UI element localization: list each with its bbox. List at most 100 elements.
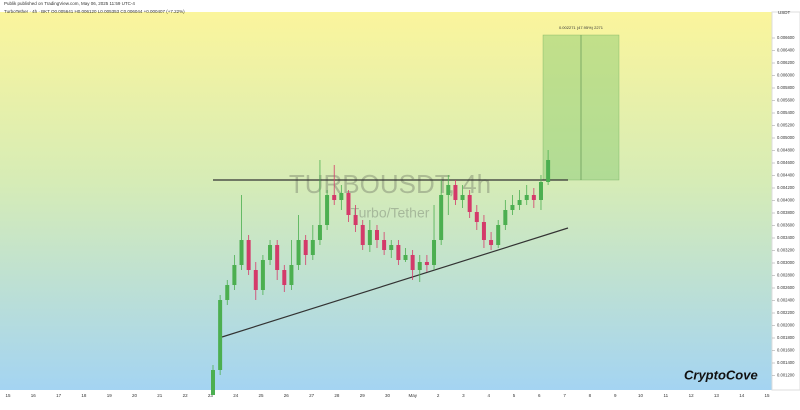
y-tick-label: 0.004800 bbox=[777, 148, 795, 153]
y-tick-label: 0.005800 bbox=[777, 85, 795, 90]
x-tick-label: May bbox=[409, 393, 418, 398]
candle-body bbox=[481, 222, 486, 240]
watermark-pair: Turbo/Tether bbox=[351, 205, 430, 221]
x-tick-label: 20 bbox=[132, 393, 138, 398]
candle-body bbox=[439, 195, 444, 240]
candle-body bbox=[517, 200, 522, 205]
candle-body bbox=[389, 245, 394, 250]
candle-body bbox=[332, 195, 337, 200]
y-tick-label: 0.005600 bbox=[777, 98, 795, 103]
y-tick-label: 0.005000 bbox=[777, 135, 795, 140]
x-tick-label: 30 bbox=[385, 393, 391, 398]
x-tick-label: 18 bbox=[81, 393, 87, 398]
y-tick-label: 0.005200 bbox=[777, 123, 795, 128]
published-note: Publik published on TradingView.com, May… bbox=[4, 1, 135, 6]
x-tick-label: 16 bbox=[31, 393, 37, 398]
candle-body bbox=[410, 255, 415, 270]
y-tick-label: 0.003200 bbox=[777, 248, 795, 253]
x-tick-label: 8 bbox=[589, 393, 592, 398]
price-axis bbox=[771, 11, 800, 391]
candle-body bbox=[317, 225, 322, 240]
symbol-line: TurboTether · 4h · BKT O0.005641 H0.0061… bbox=[4, 9, 185, 14]
x-tick-label: 5 bbox=[513, 393, 516, 398]
y-tick-label: 0.004600 bbox=[777, 160, 795, 165]
y-tick-label: 0.003000 bbox=[777, 260, 795, 265]
candle-body bbox=[218, 300, 223, 370]
candle-body bbox=[260, 260, 265, 290]
y-tick-label: 0.004200 bbox=[777, 185, 795, 190]
candle-body bbox=[524, 195, 529, 200]
candle-body bbox=[474, 212, 479, 222]
candle-body bbox=[496, 225, 501, 245]
logo: CryptoCove bbox=[684, 367, 758, 382]
candle-body bbox=[289, 265, 294, 285]
x-tick-label: 26 bbox=[284, 393, 290, 398]
x-tick-label: 19 bbox=[107, 393, 113, 398]
y-tick-label: 0.002200 bbox=[777, 310, 795, 315]
currency: USDT bbox=[778, 10, 791, 15]
candle-body bbox=[538, 182, 543, 200]
x-tick-label: 11 bbox=[663, 393, 668, 398]
y-tick-label: 0.003600 bbox=[777, 223, 795, 228]
candle-body bbox=[360, 225, 365, 245]
candle-body bbox=[453, 185, 458, 200]
candle-body bbox=[325, 195, 330, 225]
candle-body bbox=[211, 370, 215, 395]
x-tick-label: 21 bbox=[157, 393, 163, 398]
candle-body bbox=[296, 240, 301, 265]
y-tick-label: 0.001800 bbox=[777, 335, 795, 340]
x-tick-label: 22 bbox=[183, 393, 189, 398]
x-tick-label: 13 bbox=[714, 393, 720, 398]
x-tick-label: 28 bbox=[334, 393, 340, 398]
x-tick-label: 4 bbox=[487, 393, 490, 398]
candle-body bbox=[374, 230, 379, 240]
candle-body bbox=[467, 195, 472, 212]
y-tick-label: 0.006200 bbox=[777, 60, 795, 65]
candle-body bbox=[503, 210, 508, 225]
candle-body bbox=[367, 230, 372, 245]
candle-body bbox=[253, 270, 258, 290]
x-tick-label: 24 bbox=[233, 393, 239, 398]
candle-body bbox=[417, 262, 422, 270]
x-tick-label: 14 bbox=[739, 393, 745, 398]
candle-body bbox=[339, 193, 344, 200]
y-tick-label: 0.002000 bbox=[777, 323, 795, 328]
y-tick-label: 0.002600 bbox=[777, 285, 795, 290]
x-tick-label: 6 bbox=[538, 393, 541, 398]
x-tick-label: 2 bbox=[437, 393, 440, 398]
candle-body bbox=[225, 285, 230, 300]
candle-body bbox=[232, 265, 237, 285]
plot-background bbox=[0, 12, 772, 390]
x-tick-label: 10 bbox=[638, 393, 644, 398]
x-tick-label: 27 bbox=[309, 393, 315, 398]
y-tick-label: 0.003800 bbox=[777, 210, 795, 215]
y-tick-label: 0.001600 bbox=[777, 348, 795, 353]
candle-body bbox=[282, 270, 287, 285]
candle-body bbox=[446, 185, 451, 195]
x-tick-label: 7 bbox=[563, 393, 566, 398]
x-tick-label: 25 bbox=[258, 393, 264, 398]
candle-body bbox=[510, 205, 515, 210]
candle-body bbox=[353, 215, 358, 225]
x-tick-label: 15 bbox=[764, 393, 770, 398]
candle-body bbox=[460, 195, 465, 200]
candle-body bbox=[396, 245, 401, 260]
y-tick-label: 0.006400 bbox=[777, 48, 795, 53]
x-tick-label: 3 bbox=[462, 393, 465, 398]
candle-body bbox=[382, 240, 387, 250]
candle-body bbox=[546, 160, 551, 182]
y-tick-label: 0.004000 bbox=[777, 198, 795, 203]
y-tick-label: 0.002800 bbox=[777, 273, 795, 278]
candle-body bbox=[346, 193, 351, 215]
y-tick-label: 0.002400 bbox=[777, 298, 795, 303]
candle-body bbox=[531, 195, 536, 200]
watermark-symbol: TURBOUSDT, 4h bbox=[289, 169, 491, 199]
target-label: 0.002271 (47.95%) 2271 bbox=[559, 25, 604, 30]
y-tick-label: 0.006000 bbox=[777, 73, 795, 78]
support-trendline bbox=[221, 227, 569, 338]
candle-body bbox=[432, 240, 437, 265]
y-tick-label: 0.005400 bbox=[777, 110, 795, 115]
y-tick-label: 0.004400 bbox=[777, 173, 795, 178]
